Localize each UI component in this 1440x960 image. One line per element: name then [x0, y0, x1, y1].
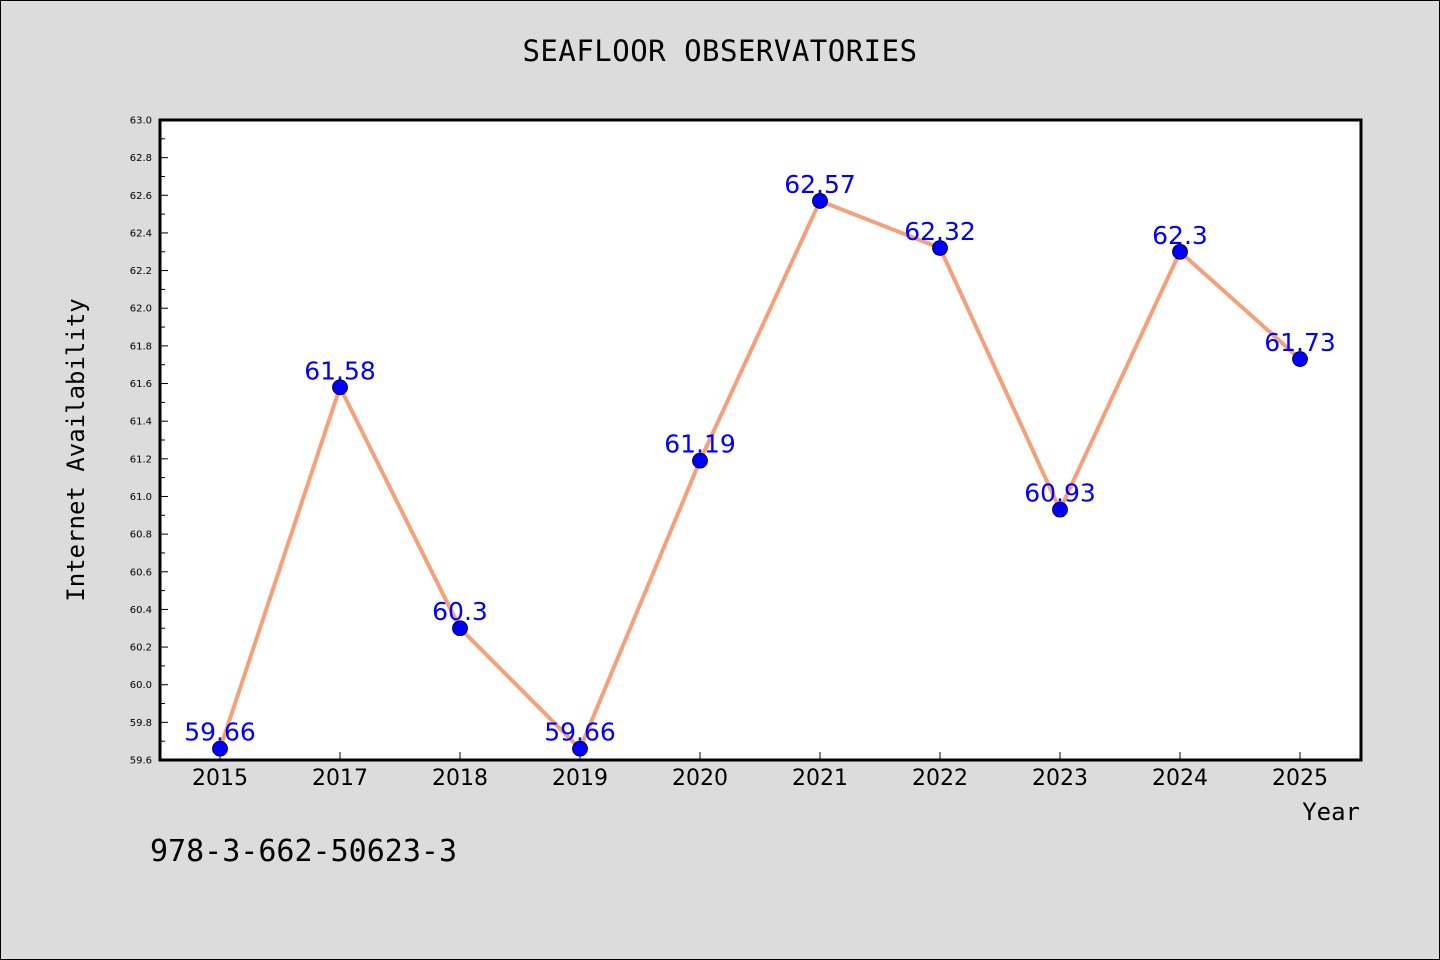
x-tick-label: 2022	[912, 766, 968, 791]
data-label: 59.66	[544, 718, 616, 747]
data-label: 59.66	[184, 718, 256, 747]
data-point[interactable]	[332, 379, 348, 396]
y-tick-label: 61.0	[130, 492, 152, 503]
data-label: 62.57	[784, 170, 856, 199]
x-tick-label: 2021	[792, 766, 848, 791]
x-tick-label: 2015	[192, 766, 248, 791]
series-points-group	[212, 193, 1308, 757]
series-line-group	[218, 198, 1302, 751]
data-label: 61.58	[304, 356, 376, 385]
footer-code: 978-3-662-50623-3	[150, 834, 458, 869]
data-point[interactable]	[1292, 351, 1308, 367]
y-tick-label: 60.6	[130, 567, 152, 578]
y-tick-label: 61.8	[130, 341, 152, 352]
y-tick-label: 62.6	[130, 191, 152, 202]
data-point[interactable]	[932, 240, 948, 256]
y-tick-label: 59.8	[130, 718, 152, 729]
x-axis: 2015 2017 2018 2019 2020 2021 2022 2023 2024 2025	[192, 752, 1328, 791]
data-label: 61.73	[1264, 328, 1336, 357]
y-tick-label: 62.4	[130, 228, 152, 239]
x-tick-label: 2019	[552, 766, 608, 791]
y-tick-label: 60.4	[130, 605, 152, 616]
y-tick-label: 60.2	[130, 643, 152, 654]
y-axis-label: Internet Availability	[62, 298, 90, 601]
data-label: 62.3	[1152, 221, 1208, 250]
x-tick-label: 2017	[312, 766, 368, 791]
x-tick-label: 2018	[432, 766, 488, 791]
chart-title: SEAFLOOR OBSERVATORIES	[522, 34, 918, 68]
y-tick-label: 61.6	[130, 379, 152, 390]
y-tick-label: 62.0	[130, 304, 152, 315]
y-tick-label: 60.8	[130, 530, 152, 541]
x-tick-label: 2020	[672, 766, 728, 791]
y-tick-label: 62.2	[130, 266, 152, 277]
data-point[interactable]	[452, 620, 468, 637]
data-label: 61.19	[664, 430, 736, 459]
data-label: 62.32	[904, 217, 976, 246]
data-point[interactable]	[212, 740, 228, 757]
data-point[interactable]	[1172, 243, 1188, 260]
x-tick-label: 2024	[1152, 766, 1208, 791]
y-tick-label: 62.8	[130, 153, 152, 164]
data-point[interactable]	[572, 740, 588, 757]
y-tick-label: 60.0	[130, 680, 152, 691]
plot-area	[158, 118, 1363, 762]
data-point[interactable]	[812, 193, 828, 209]
x-tick-label: 2023	[1032, 766, 1088, 791]
y-axis: 59.6 59.8 60.0 60.2 60.4 60.6 60.8 61.0 61.2 61.4…	[130, 116, 168, 767]
x-tick-label: 2025	[1272, 766, 1328, 791]
x-axis-label: Year	[1302, 798, 1360, 826]
data-label: 60.3	[432, 597, 488, 626]
series-line	[218, 198, 1302, 751]
y-tick-label: 63.0	[130, 116, 152, 127]
data-labels-group: 59.66 61.58 60.3 59.66 61.19 62.57 62.32 60.93 6…	[184, 170, 1336, 747]
data-point[interactable]	[692, 452, 708, 469]
y-tick-label: 59.6	[130, 756, 152, 767]
data-point[interactable]	[1052, 501, 1068, 518]
data-label: 60.93	[1024, 479, 1096, 508]
y-tick-label: 61.4	[130, 417, 152, 428]
y-tick-label: 61.2	[130, 454, 152, 465]
